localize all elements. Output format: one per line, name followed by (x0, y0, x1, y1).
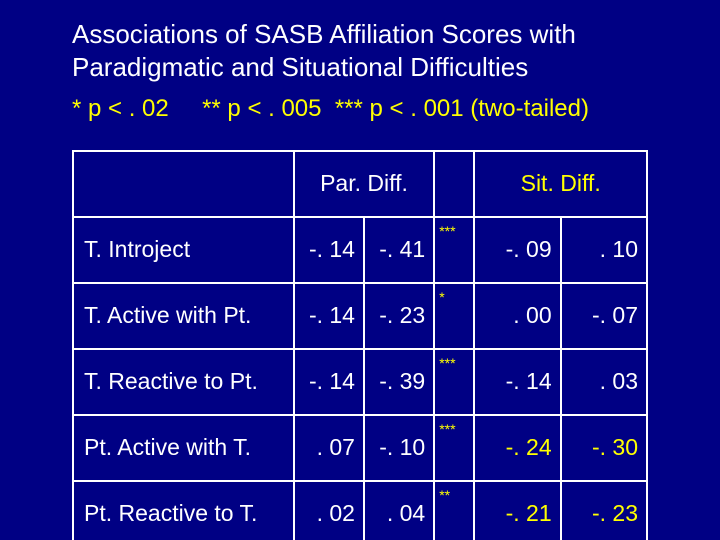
slide-title: Associations of SASB Affiliation Scores … (72, 18, 672, 83)
row-label: T. Active with Pt. (73, 283, 294, 349)
par-diff-col2: -. 10 (364, 415, 434, 481)
significance-legend: * p < . 02 ** p < . 005 *** p < . 001 (t… (72, 95, 672, 123)
par-diff-col1: -. 14 (294, 349, 364, 415)
table-row: T. Active with Pt.-. 14-. 23*. 00-. 07 (73, 283, 647, 349)
table-row: T. Introject-. 14-. 41***-. 09. 10 (73, 217, 647, 283)
sit-diff-col2: -. 23 (561, 481, 647, 540)
header-par-diff: Par. Diff. (294, 151, 434, 217)
row-label: Pt. Reactive to T. (73, 481, 294, 540)
par-diff-col2: -. 23 (364, 283, 434, 349)
par-diff-col1: -. 14 (294, 217, 364, 283)
significance-marker: *** (434, 415, 474, 481)
sit-diff-col2: . 10 (561, 217, 647, 283)
par-diff-col2: -. 39 (364, 349, 434, 415)
row-label: T. Reactive to Pt. (73, 349, 294, 415)
header-sit-diff: Sit. Diff. (474, 151, 647, 217)
sit-diff-col1: -. 09 (474, 217, 560, 283)
par-diff-col1: . 07 (294, 415, 364, 481)
significance-marker: ** (434, 481, 474, 540)
significance-marker: *** (434, 349, 474, 415)
table-row: T. Reactive to Pt.-. 14-. 39***-. 14. 03 (73, 349, 647, 415)
sit-diff-col2: -. 07 (561, 283, 647, 349)
table-row: Pt. Active with T.. 07-. 10***-. 24-. 30 (73, 415, 647, 481)
row-label: T. Introject (73, 217, 294, 283)
par-diff-col2: . 04 (364, 481, 434, 540)
header-blank (73, 151, 294, 217)
sit-diff-col1: -. 14 (474, 349, 560, 415)
row-label: Pt. Active with T. (73, 415, 294, 481)
correlation-table: Par. Diff. Sit. Diff. T. Introject-. 14-… (72, 150, 648, 540)
header-sig-blank (434, 151, 474, 217)
sit-diff-col1: -. 24 (474, 415, 560, 481)
par-diff-col1: -. 14 (294, 283, 364, 349)
sit-diff-col2: . 03 (561, 349, 647, 415)
significance-marker: * (434, 283, 474, 349)
sit-diff-col1: -. 21 (474, 481, 560, 540)
par-diff-col1: . 02 (294, 481, 364, 540)
sit-diff-col2: -. 30 (561, 415, 647, 481)
table-header-row: Par. Diff. Sit. Diff. (73, 151, 647, 217)
correlation-table-container: Par. Diff. Sit. Diff. T. Introject-. 14-… (72, 150, 648, 540)
par-diff-col2: -. 41 (364, 217, 434, 283)
significance-marker: *** (434, 217, 474, 283)
table-row: Pt. Reactive to T.. 02. 04**-. 21-. 23 (73, 481, 647, 540)
table-body: T. Introject-. 14-. 41***-. 09. 10T. Act… (73, 217, 647, 540)
sit-diff-col1: . 00 (474, 283, 560, 349)
